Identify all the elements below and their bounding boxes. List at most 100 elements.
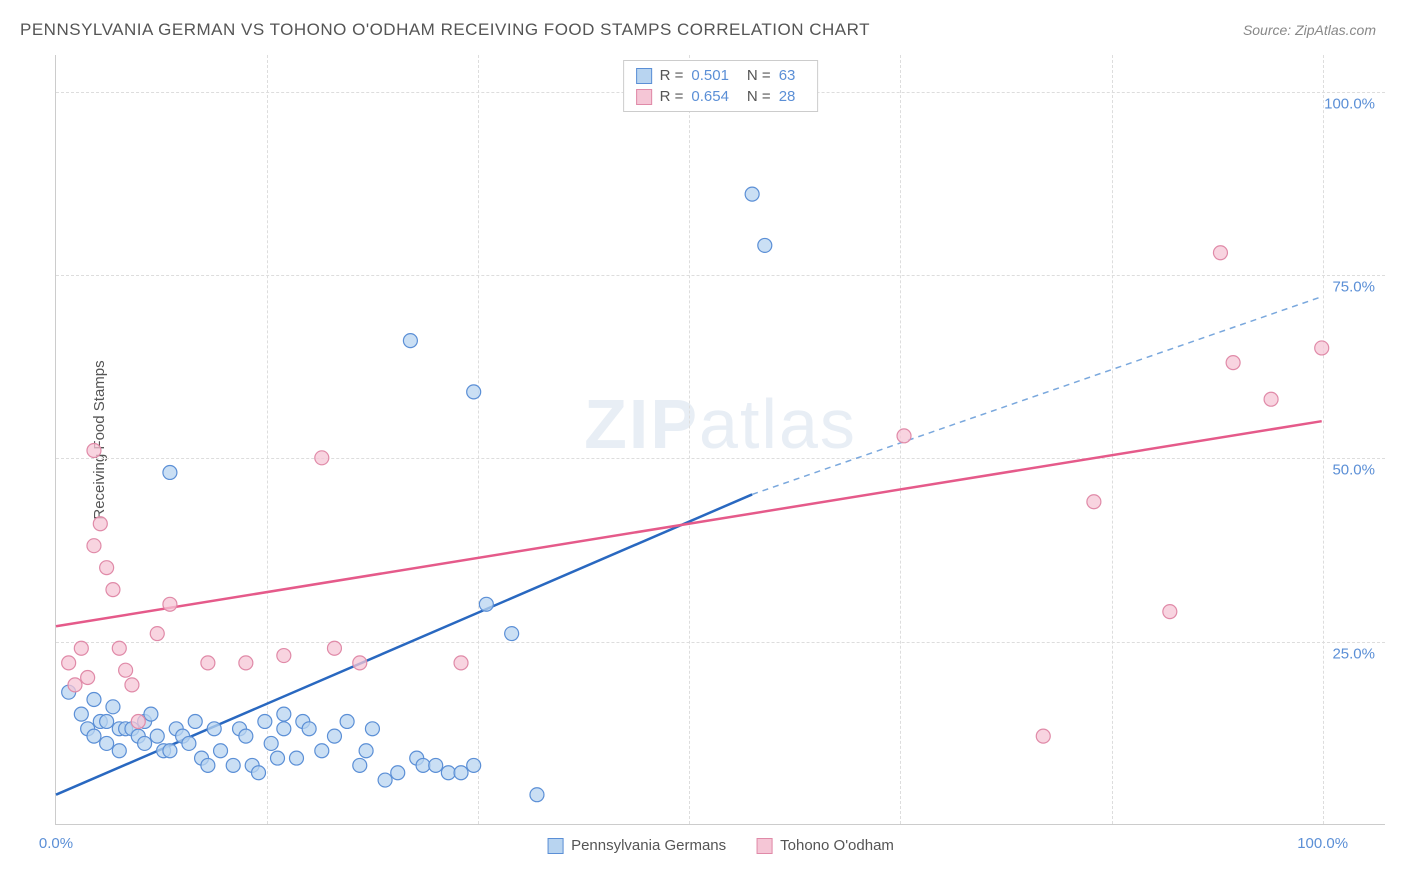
x-tick-label: 0.0% xyxy=(39,835,73,852)
data-point xyxy=(277,722,291,736)
data-point xyxy=(530,788,544,802)
data-point xyxy=(163,744,177,758)
data-point xyxy=(144,707,158,721)
data-point xyxy=(207,722,221,736)
data-point xyxy=(100,714,114,728)
data-point xyxy=(271,751,285,765)
data-point xyxy=(252,766,266,780)
data-point xyxy=(505,627,519,641)
legend-swatch xyxy=(547,838,563,854)
data-point xyxy=(125,678,139,692)
data-point xyxy=(93,517,107,531)
data-point xyxy=(403,334,417,348)
data-point xyxy=(1264,392,1278,406)
n-label: N = xyxy=(747,88,771,105)
bottom-legend-item: Tohono O'odham xyxy=(756,837,894,854)
chart-container: Receiving Food Stamps ZIPatlas 25.0%50.0… xyxy=(55,55,1385,825)
r-value: 0.501 xyxy=(691,67,729,84)
data-point xyxy=(62,656,76,670)
data-point xyxy=(340,714,354,728)
data-point xyxy=(201,758,215,772)
data-point xyxy=(1087,495,1101,509)
legend-label: Pennsylvania Germans xyxy=(571,837,726,854)
data-point xyxy=(150,729,164,743)
data-point xyxy=(1036,729,1050,743)
legend-swatch xyxy=(636,68,652,84)
data-point xyxy=(1315,341,1329,355)
data-point xyxy=(353,656,367,670)
data-point xyxy=(87,729,101,743)
data-point xyxy=(378,773,392,787)
data-point xyxy=(315,451,329,465)
data-point xyxy=(289,751,303,765)
chart-title: PENNSYLVANIA GERMAN VS TOHONO O'ODHAM RE… xyxy=(20,20,870,40)
x-tick-label: 100.0% xyxy=(1297,835,1348,852)
data-point xyxy=(353,758,367,772)
data-point xyxy=(467,385,481,399)
data-point xyxy=(429,758,443,772)
data-point xyxy=(239,656,253,670)
data-point xyxy=(479,597,493,611)
stats-legend-row: R = 0.654 N = 28 xyxy=(636,86,806,107)
bottom-legend-item: Pennsylvania Germans xyxy=(547,837,726,854)
data-point xyxy=(112,641,126,655)
source-attribution: Source: ZipAtlas.com xyxy=(1243,22,1376,38)
data-point xyxy=(188,714,202,728)
chart-header: PENNSYLVANIA GERMAN VS TOHONO O'ODHAM RE… xyxy=(0,0,1406,45)
legend-swatch xyxy=(636,89,652,105)
data-point xyxy=(74,641,88,655)
bottom-legend: Pennsylvania Germans Tohono O'odham xyxy=(547,837,894,854)
data-point xyxy=(277,649,291,663)
data-point xyxy=(1213,246,1227,260)
data-point xyxy=(119,663,133,677)
data-point xyxy=(68,678,82,692)
data-point xyxy=(100,561,114,575)
data-point xyxy=(1226,356,1240,370)
data-point xyxy=(315,744,329,758)
data-point xyxy=(131,714,145,728)
data-point xyxy=(327,729,341,743)
stats-legend-row: R = 0.501 N = 63 xyxy=(636,65,806,86)
data-point xyxy=(302,722,316,736)
data-point xyxy=(201,656,215,670)
data-point xyxy=(138,736,152,750)
data-point xyxy=(327,641,341,655)
legend-swatch xyxy=(756,838,772,854)
data-point xyxy=(112,744,126,758)
data-point xyxy=(239,729,253,743)
n-value: 63 xyxy=(779,67,796,84)
data-point xyxy=(150,627,164,641)
n-value: 28 xyxy=(779,88,796,105)
legend-label: Tohono O'odham xyxy=(780,837,894,854)
n-label: N = xyxy=(747,67,771,84)
data-point xyxy=(100,736,114,750)
stats-legend: R = 0.501 N = 63 R = 0.654 N = 28 xyxy=(623,60,819,112)
r-label: R = xyxy=(660,67,684,84)
data-point xyxy=(359,744,373,758)
data-point xyxy=(758,238,772,252)
data-point xyxy=(87,539,101,553)
data-point xyxy=(182,736,196,750)
data-point xyxy=(365,722,379,736)
data-point xyxy=(106,583,120,597)
data-point xyxy=(87,693,101,707)
data-point xyxy=(264,736,278,750)
data-point xyxy=(391,766,405,780)
scatter-plot-svg xyxy=(56,55,1385,824)
data-point xyxy=(745,187,759,201)
r-label: R = xyxy=(660,88,684,105)
data-point xyxy=(454,766,468,780)
data-point xyxy=(258,714,272,728)
data-point xyxy=(897,429,911,443)
r-value: 0.654 xyxy=(691,88,729,105)
trend-line xyxy=(56,421,1322,626)
data-point xyxy=(87,443,101,457)
data-point xyxy=(1163,605,1177,619)
data-point xyxy=(277,707,291,721)
data-point xyxy=(467,758,481,772)
data-point xyxy=(81,671,95,685)
data-point xyxy=(441,766,455,780)
data-point xyxy=(416,758,430,772)
data-point xyxy=(226,758,240,772)
data-point xyxy=(163,597,177,611)
